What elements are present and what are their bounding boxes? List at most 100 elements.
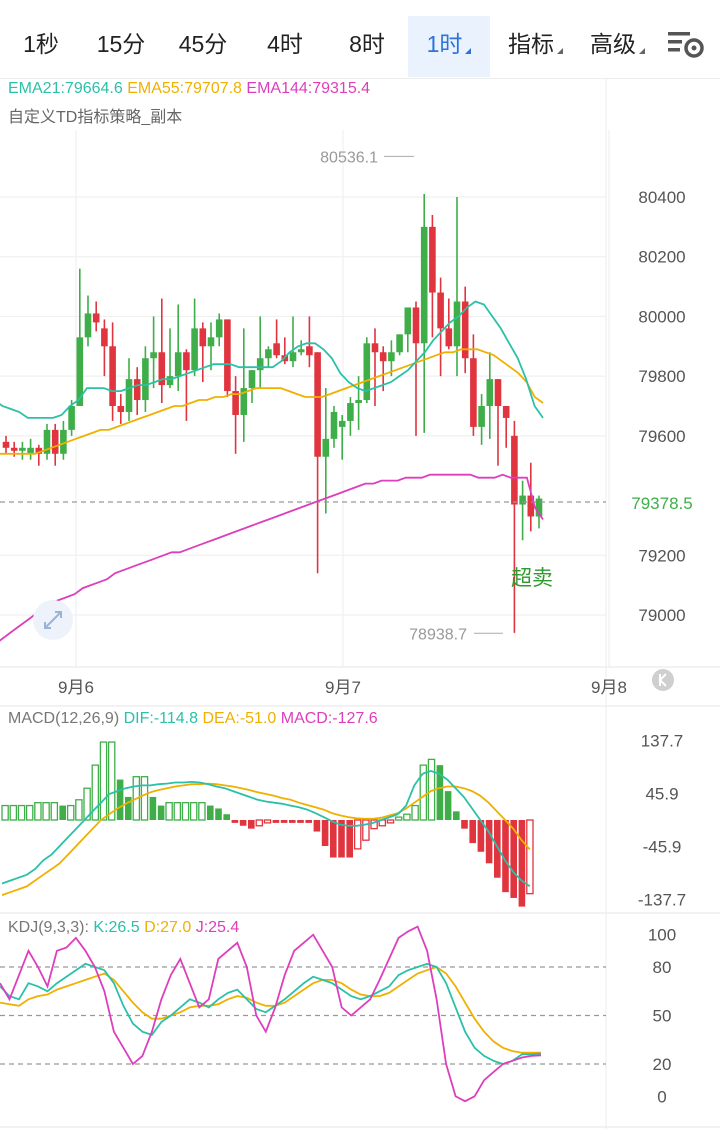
candle-body (232, 391, 239, 415)
candle-body (478, 406, 485, 427)
tab-1h[interactable]: 1时 (408, 16, 490, 77)
macd-bar (50, 802, 59, 821)
macd-bar (189, 802, 198, 821)
candle-body (511, 435, 518, 505)
ema21-line (0, 300, 544, 419)
candle-body (240, 388, 248, 415)
macd-bar (116, 779, 124, 820)
macd-bar (25, 804, 34, 821)
kdj-tick-label: 100 (648, 926, 676, 945)
candle-body (420, 226, 428, 344)
candle-body (142, 358, 149, 401)
tab-1s[interactable]: 1秒 (23, 31, 59, 57)
candle-body (27, 447, 34, 454)
macd-bar (510, 820, 517, 898)
oversold-annotation: 超卖 (511, 567, 553, 590)
macd-title: MACD(12,26,9) (8, 710, 120, 727)
candle-body (470, 358, 477, 427)
chart-settings-icon[interactable] (666, 26, 706, 62)
candle-body (355, 400, 362, 404)
high-price-label: 80536.1 (320, 149, 378, 166)
macd-bar (305, 820, 312, 823)
macd-bar (231, 820, 239, 823)
macd-bar (248, 820, 255, 829)
ema21-value: EMA21:79664.6 (8, 80, 123, 97)
kdj-tick-label: 80 (653, 958, 672, 977)
macd-bar (386, 819, 395, 824)
macd-dea-value: DEA:-51.0 (202, 710, 277, 727)
candle-body (215, 319, 223, 338)
candle-body (494, 379, 502, 406)
candle-body (183, 352, 190, 371)
scroll-latest-icon[interactable] (652, 669, 674, 691)
candle-body (297, 349, 305, 353)
macd-bar (149, 796, 157, 820)
tab-8h[interactable]: 8时 (349, 31, 385, 57)
kdj-legend: KDJ(9,3,3): K:26.5 D:27.0 J:25.4 (8, 919, 239, 937)
macd-bar (263, 819, 272, 824)
date-tick-label: 9月6 (58, 678, 94, 697)
macd-bar (215, 808, 222, 820)
candle-body (109, 346, 116, 406)
candle-body (445, 328, 453, 347)
candlestick-series (0, 194, 606, 633)
macd-bar (289, 820, 296, 823)
ema55-value: EMA55:79707.8 (127, 80, 242, 97)
macd-bar (518, 820, 526, 907)
dropdown-caret-icon (639, 48, 645, 54)
macd-bar (436, 765, 444, 820)
grid-lines (0, 78, 720, 1129)
macd-dea-line (1, 782, 531, 896)
macd-tick-label: 137.7 (641, 732, 684, 751)
macd-bar (403, 813, 411, 821)
candle-body (84, 313, 92, 338)
macd-bar (526, 819, 534, 895)
macd-panel (1, 741, 534, 907)
candle-body (338, 420, 346, 427)
macd-bar (362, 819, 370, 841)
macd-bar (34, 802, 42, 821)
ema-legend: EMA21:79664.6 EMA55:79707.8 EMA144:79315… (8, 80, 370, 98)
macd-bar (321, 820, 329, 846)
dropdown-caret-icon (557, 48, 563, 54)
macd-bar (394, 816, 403, 821)
candle-body (166, 376, 174, 386)
macd-bar (207, 805, 214, 820)
candle-body (371, 343, 379, 353)
macd-bar (255, 819, 264, 827)
macd-bar (313, 820, 321, 832)
macd-bar (297, 820, 304, 823)
candle-body (19, 447, 26, 451)
candle-body (76, 337, 84, 406)
macd-bar (83, 787, 91, 821)
candle-body (535, 498, 543, 517)
macd-bar (42, 802, 50, 821)
candle-body (322, 438, 330, 457)
tab-15m[interactable]: 15分 (96, 31, 146, 57)
candle-body (174, 352, 182, 377)
expand-icon[interactable] (33, 600, 73, 640)
kdj-j-line (0, 925, 542, 1103)
indicators-menu[interactable]: 指标 (508, 16, 563, 77)
candle-body (265, 349, 272, 359)
candle-body (68, 406, 75, 430)
advanced-menu[interactable]: 高级 (590, 16, 645, 77)
date-tick-label: 9月8 (591, 678, 627, 697)
tab-45m[interactable]: 45分 (178, 31, 228, 57)
candle-body (133, 379, 141, 401)
macd-bar (75, 799, 83, 821)
candle-body (10, 447, 18, 451)
candle-body (273, 343, 280, 356)
kdj-d-line (0, 966, 541, 1054)
candle-body (92, 313, 100, 323)
candle-body (437, 292, 444, 329)
price-tick-label: 80000 (638, 307, 685, 326)
tab-4h[interactable]: 4时 (267, 31, 303, 57)
macd-bar (280, 820, 288, 823)
date-tick-label: 9月7 (325, 678, 361, 697)
candle-body (412, 307, 420, 344)
candle-body (379, 352, 387, 362)
candle-body (486, 379, 494, 406)
macd-hist-value: MACD:-127.6 (280, 710, 378, 727)
